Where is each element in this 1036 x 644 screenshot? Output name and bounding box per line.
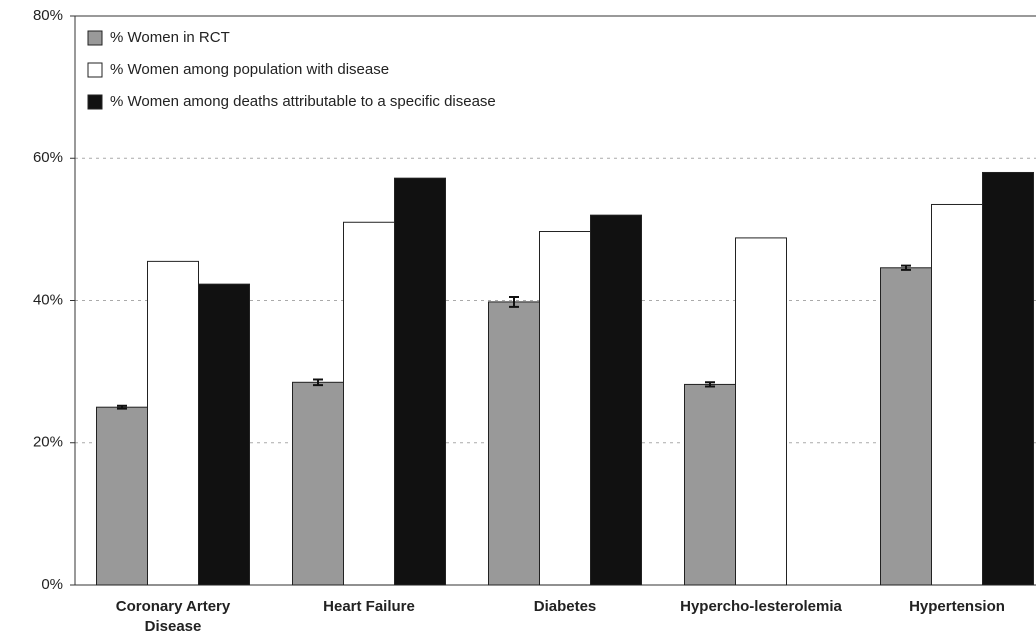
legend-label: % Women in RCT	[110, 29, 230, 46]
y-tick-label: 60%	[33, 149, 63, 166]
x-tick-label: Coronary Artery Disease	[115, 598, 231, 635]
error-bar	[901, 264, 911, 271]
bar	[198, 283, 250, 586]
legend-swatch	[87, 30, 103, 46]
bar	[931, 203, 983, 586]
x-tick-label: Diabetes	[533, 598, 597, 615]
x-tick-label: Hypertension	[909, 598, 1005, 615]
legend-label: % Women among population with disease	[110, 61, 389, 78]
x-tick-label: Heart Failure	[323, 598, 415, 615]
bar	[343, 221, 395, 586]
bar	[539, 231, 591, 586]
bar	[488, 301, 540, 586]
bar	[982, 171, 1034, 586]
bar	[880, 267, 932, 586]
bar	[292, 381, 344, 586]
y-tick-label: 80%	[33, 7, 63, 24]
y-tick-label: 40%	[33, 291, 63, 308]
bar	[96, 406, 148, 586]
legend-swatch	[87, 62, 103, 78]
y-tick-label: 0%	[41, 576, 63, 593]
bar	[684, 383, 736, 586]
error-bar	[509, 295, 519, 308]
legend-swatch	[87, 94, 103, 110]
legend-label: % Women among deaths attributable to a s…	[110, 93, 496, 110]
bar	[394, 177, 446, 586]
error-bar	[313, 378, 323, 387]
y-tick-label: 20%	[33, 434, 63, 451]
bar	[590, 214, 642, 586]
error-bar	[705, 381, 715, 388]
bar	[147, 260, 199, 586]
error-bar	[117, 404, 127, 410]
bar	[735, 237, 787, 586]
x-tick-label: Hypercho-lesterolemia	[680, 598, 842, 615]
